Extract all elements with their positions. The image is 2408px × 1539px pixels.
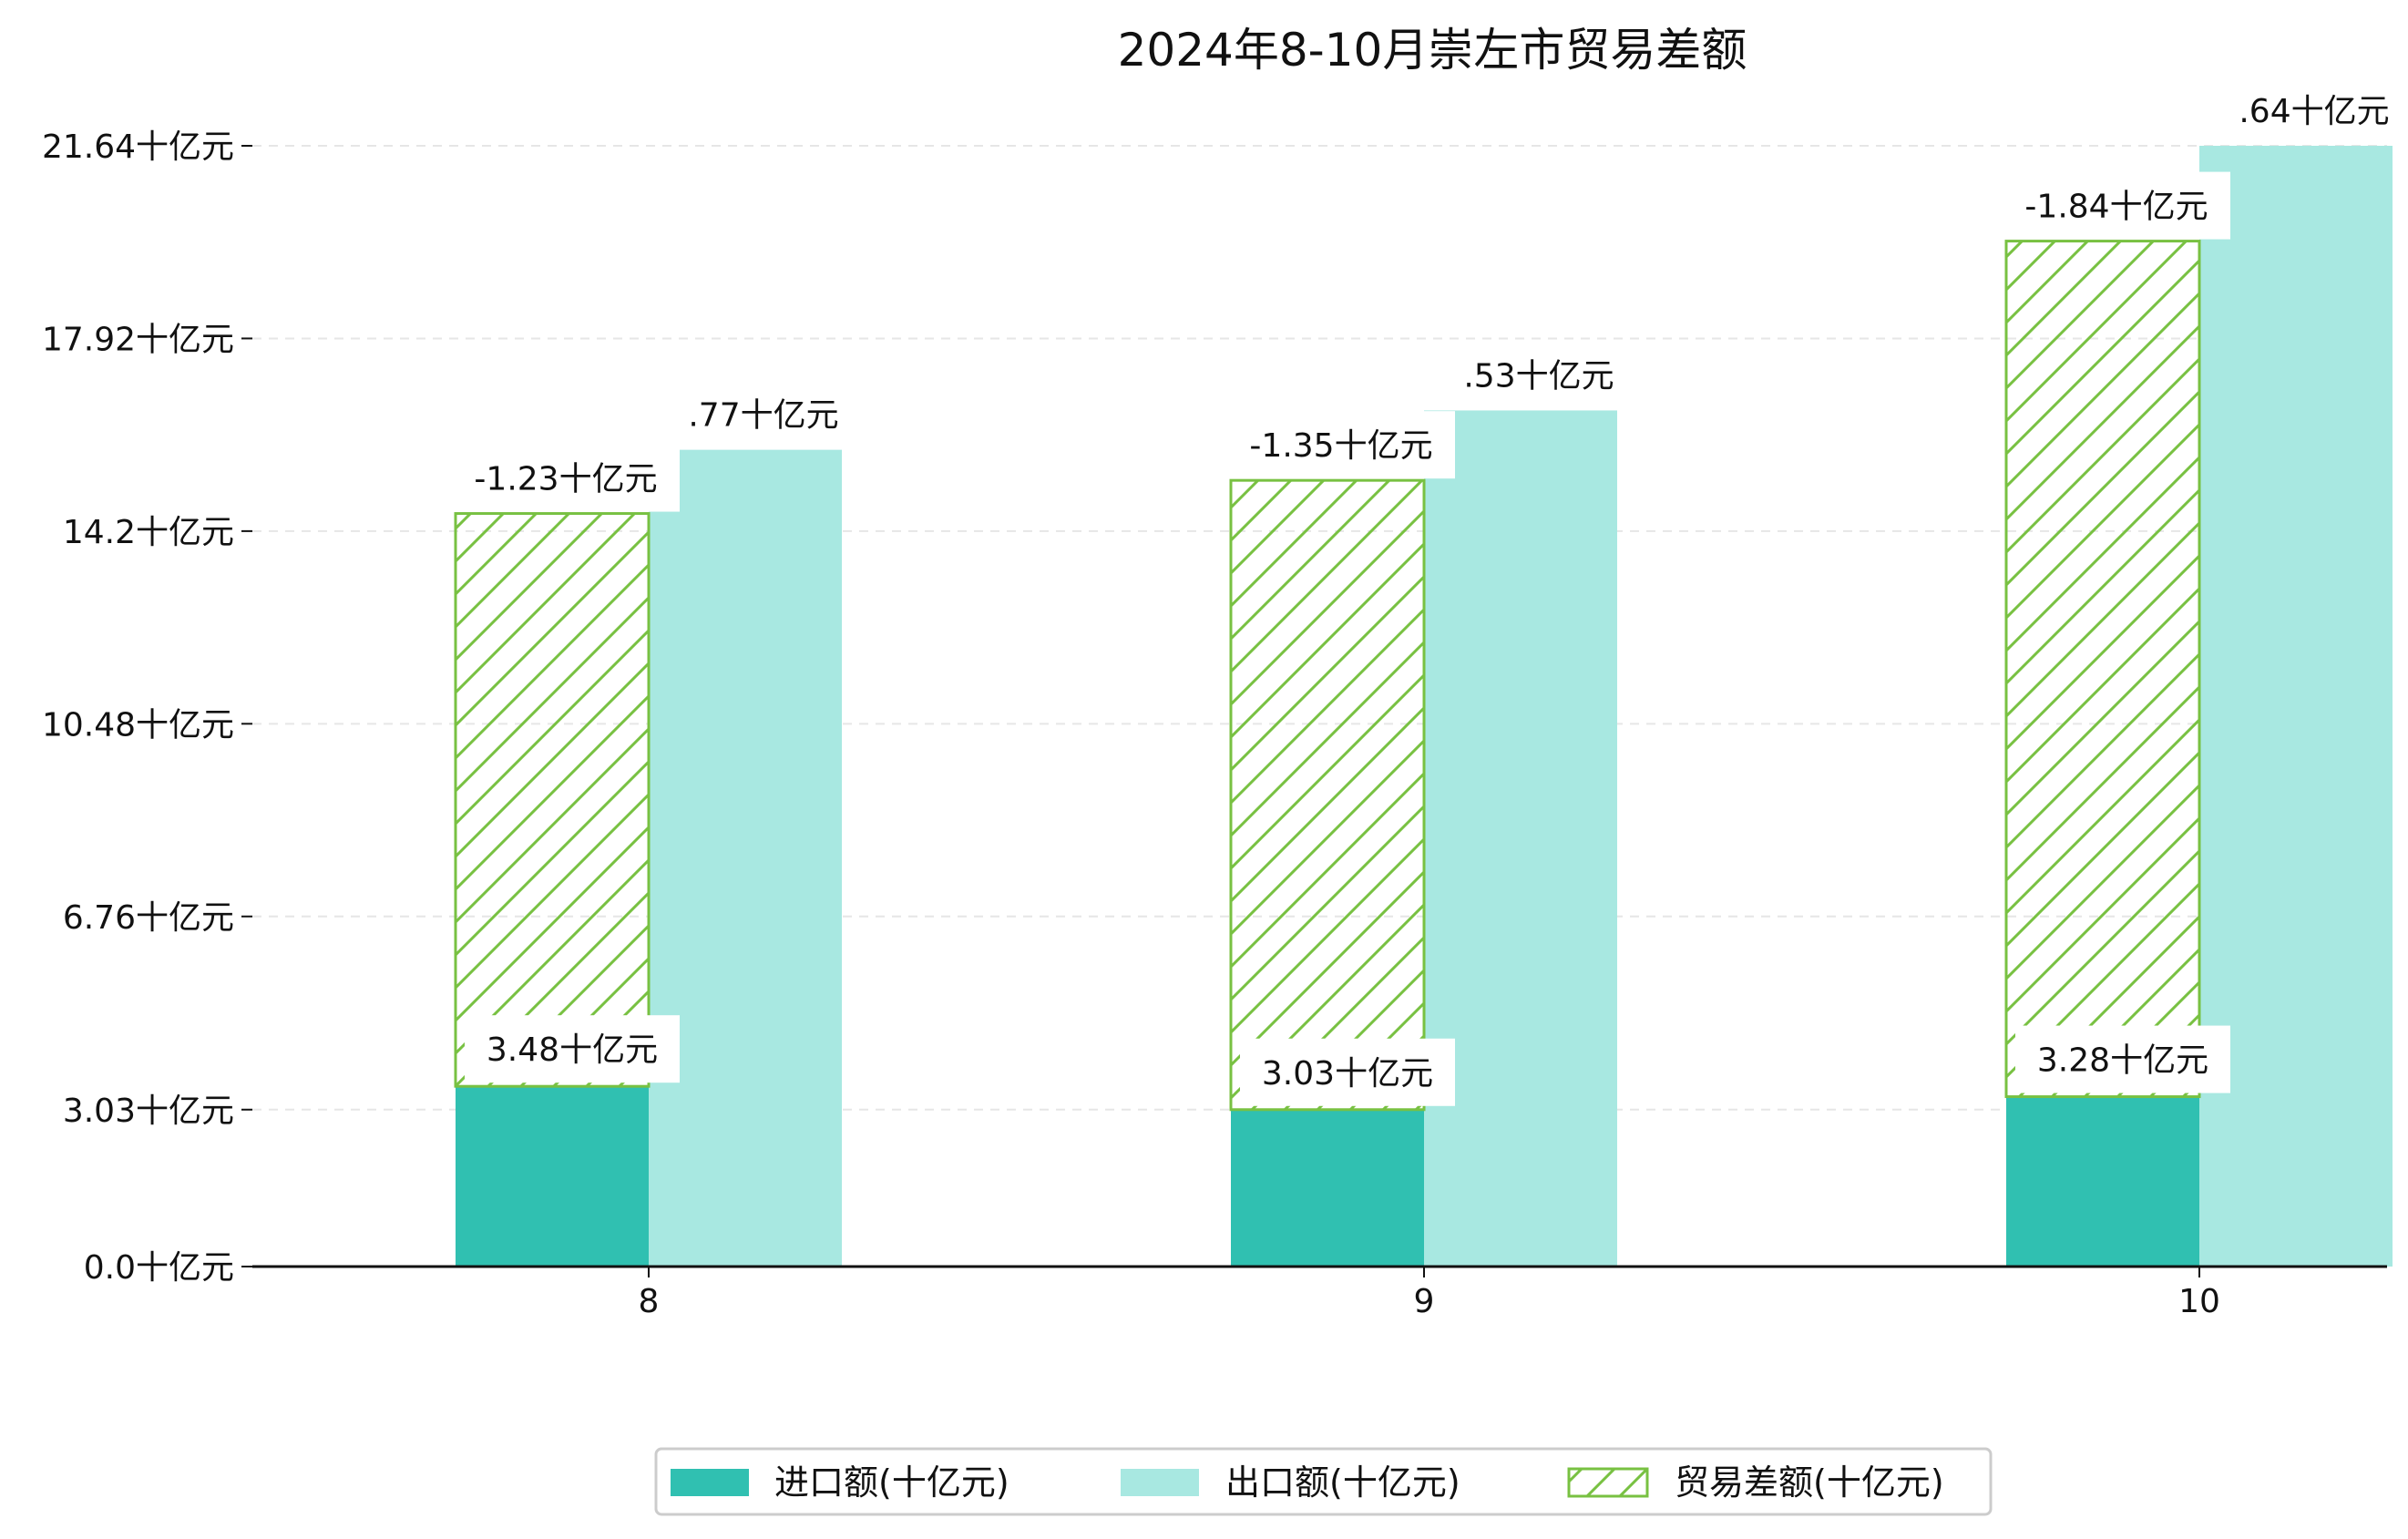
legend-label-1: 出口额(十亿元)	[1225, 1462, 1460, 1503]
chart-title: 2024年8-10月崇左市贸易差额	[1118, 24, 1747, 77]
label-export-10-bg	[2214, 77, 2408, 144]
label-export-10: .64十亿元	[2239, 93, 2389, 130]
bars	[454, 146, 2393, 1267]
legend-frame	[654, 1447, 1993, 1516]
y-axis: 0.0十亿元 3.03十亿元 6.76十亿元 10.48十亿元 14.2十亿元 17.92…	[42, 128, 252, 1287]
label-export-9-bg	[1439, 341, 1639, 409]
label-balance-8: -1.23十亿元	[474, 461, 657, 498]
bar-export-10	[2199, 146, 2393, 1267]
legend-label-2: 贸易差额(十亿元)	[1675, 1462, 1944, 1503]
y-tick-label: 0.0十亿元	[84, 1249, 234, 1287]
label-balance-9-bg	[1227, 411, 1455, 479]
y-tick-label: 3.03十亿元	[63, 1093, 234, 1130]
label-export-8: .77十亿元	[688, 397, 838, 435]
label-balance-10: -1.84十亿元	[2024, 189, 2208, 226]
bar-export-9	[1424, 410, 1617, 1267]
label-import-9: 3.03十亿元	[1262, 1055, 1433, 1093]
bar-balance-9	[1229, 478, 1426, 1112]
legend-swatch-1	[1121, 1469, 1199, 1496]
label-balance-8-bg	[452, 444, 680, 512]
data-labels: .77十亿元 -1.23十亿元 3.48十亿元 .53十亿元 -1.35十亿元 3.03十…	[452, 77, 2408, 1106]
label-import-10-bg	[2015, 1025, 2230, 1093]
x-tick-label: 10	[2178, 1283, 2220, 1320]
label-import-9-bg	[1240, 1038, 1455, 1106]
y-tick-label: 6.76十亿元	[63, 899, 234, 937]
y-tick-label: 21.64十亿元	[42, 128, 234, 166]
bar-import-9	[1231, 1109, 1424, 1267]
y-tick-label: 17.92十亿元	[42, 321, 234, 358]
legend-swatch-0	[671, 1469, 749, 1496]
label-export-9: .53十亿元	[1463, 357, 1614, 395]
x-tick-label: 8	[639, 1283, 660, 1320]
bar-import-10	[2006, 1096, 2199, 1267]
bar-balance-8	[454, 512, 651, 1088]
label-import-8: 3.48十亿元	[487, 1031, 658, 1069]
label-balance-9: -1.35十亿元	[1249, 427, 1432, 465]
y-tick-label: 14.2十亿元	[63, 514, 234, 551]
legend-label-0: 进口额(十亿元)	[774, 1462, 1009, 1503]
x-axis: 8 9 10	[252, 1265, 2387, 1320]
y-tick-label: 10.48十亿元	[42, 706, 234, 744]
legend: 进口额(十亿元) 出口额(十亿元) 贸易差额(十亿元)	[654, 1447, 1993, 1516]
bar-import-8	[456, 1086, 649, 1267]
bar-export-8	[649, 449, 842, 1267]
label-import-10: 3.28十亿元	[2037, 1042, 2208, 1080]
label-balance-10-bg	[2003, 171, 2230, 240]
bar-balance-10	[2004, 240, 2201, 1099]
x-tick-label: 9	[1414, 1283, 1435, 1320]
label-import-8-bg	[465, 1015, 680, 1083]
legend-swatch-2	[1567, 1467, 1649, 1498]
label-export-8-bg	[663, 380, 864, 448]
